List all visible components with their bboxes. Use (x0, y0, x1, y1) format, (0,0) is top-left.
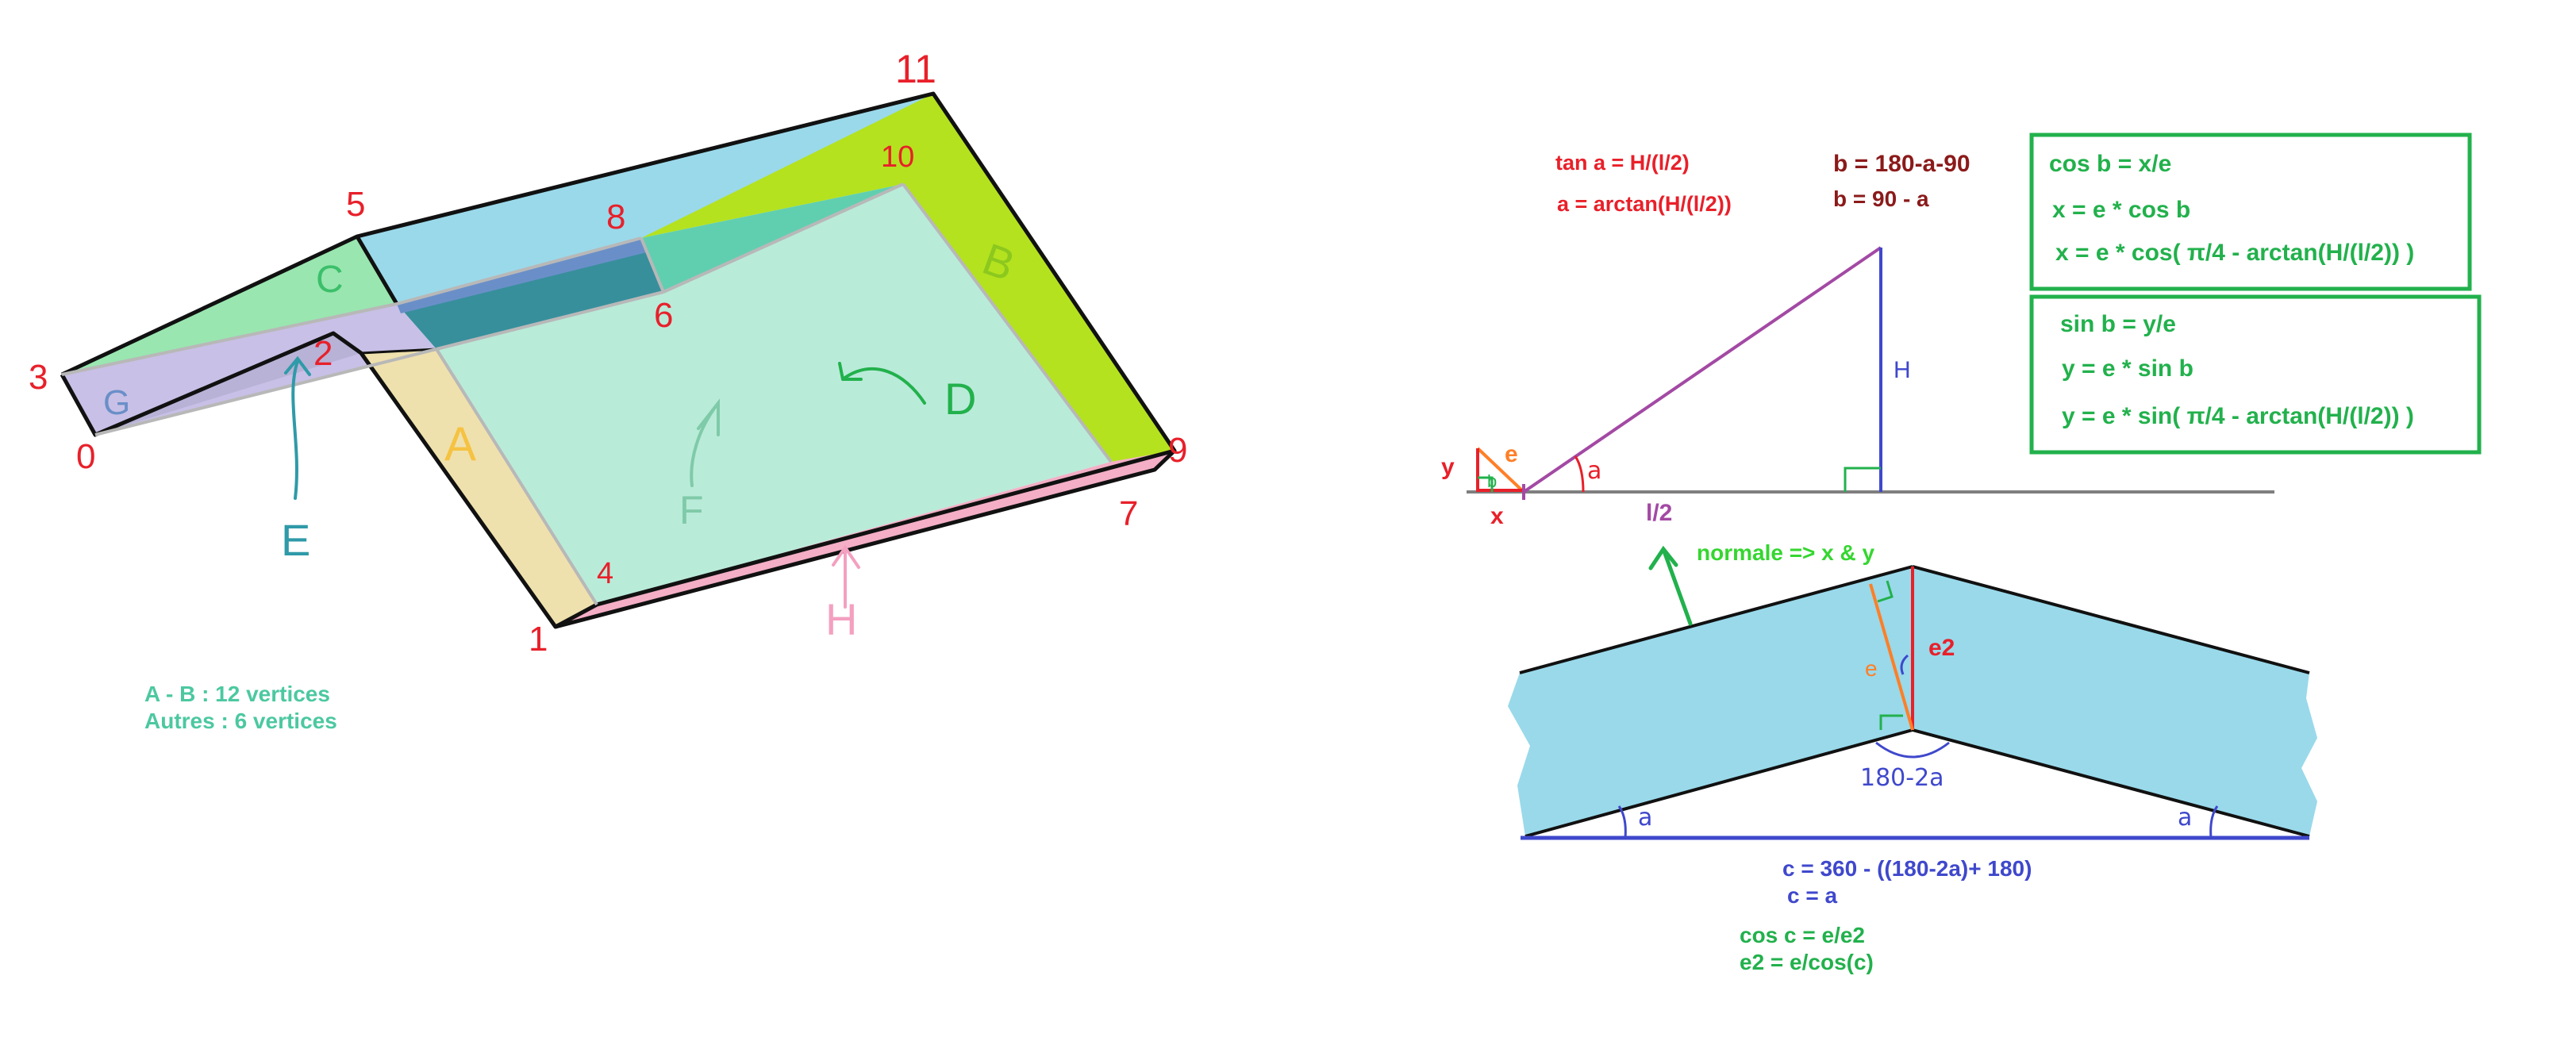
triangle-section: tan a = H/(l/2) a = arctan(H/(l/2)) b = … (1441, 133, 2482, 529)
roof-right-angle (1877, 580, 1894, 603)
vertex-label-9: 9 (1168, 431, 1187, 470)
legend-line-2: Autres : 6 vertices (144, 709, 337, 733)
face-label-g: G (103, 383, 130, 422)
face-h (556, 451, 1175, 627)
arrow-face-d (838, 362, 926, 405)
cos-line-2: x = e * cos b (2052, 197, 2190, 223)
roof-label-e: e (1865, 656, 1878, 681)
angle-a-arc (1574, 455, 1585, 493)
roof-3d-model: 0 1 2 3 4 5 6 7 8 9 10 11 A B C D E F G … (29, 47, 1187, 733)
e-line (1869, 583, 1914, 731)
sin-line-1: sin b = y/e (2060, 311, 2176, 337)
face-label-a: A (444, 417, 476, 471)
vertex-label-6: 6 (654, 296, 673, 335)
face-label-d: D (944, 374, 976, 424)
angle-a-label: a (1587, 457, 1601, 485)
label-y: y (1441, 454, 1455, 480)
small-tri-hyp (1476, 447, 1525, 494)
cos-box (2029, 133, 2472, 291)
normale-arrow (1648, 545, 1693, 626)
label-x: x (1490, 503, 1504, 529)
formula-c1: c = 360 - ((180-2a)+ 180) (1782, 856, 2032, 881)
vertex-label-10: 10 (881, 140, 914, 174)
vertex-label-7: 7 (1119, 494, 1138, 533)
vertex-label-5: 5 (346, 185, 365, 224)
right-angle-mark (1844, 467, 1881, 492)
normale-label: normale => x & y (1697, 540, 1875, 565)
label-half-l: l/2 (1646, 500, 1672, 526)
face-strip-dark (397, 238, 663, 349)
face-label-h: H (825, 594, 857, 644)
small-tri-right-angle (1478, 476, 1494, 492)
arrow-face-h (832, 544, 860, 609)
face-e (95, 333, 361, 435)
arrow-face-e (284, 355, 311, 500)
vertex-label-1: 1 (529, 620, 548, 659)
vertex-label-4: 4 (597, 557, 613, 590)
label-e-small: e (1505, 441, 1518, 467)
roof-section: e e2 180-2a a a normale => x & y c = 360… (1508, 540, 2317, 974)
formula-c2: c = a (1787, 883, 1837, 908)
face-b (641, 94, 1175, 462)
vertex-label-0: 0 (76, 437, 95, 476)
formula-tan: tan a = H/(l/2) (1555, 151, 1690, 175)
roof-label-a-right: a (2178, 804, 2192, 832)
roof-label-angle: 180-2a (1860, 764, 1944, 792)
angle-c-arc (1900, 654, 1909, 675)
vertex-label-3: 3 (29, 358, 48, 397)
apex-angle-arc (1875, 741, 1950, 759)
arrow-face-f (690, 398, 720, 487)
right-angle-arc (2209, 805, 2219, 839)
face-label-e: E (281, 515, 310, 565)
face-label-f: F (679, 488, 704, 532)
formula-b1: b = 180-a-90 (1833, 151, 1970, 177)
formula-cos-c: cos c = e/e2 (1740, 923, 1865, 947)
hypotenuse (1522, 246, 1882, 494)
face-label-c: C (316, 259, 344, 301)
left-angle-arc (1617, 805, 1627, 839)
formula-b2: b = 90 - a (1833, 186, 1929, 211)
legend-line-1: A - B : 12 vertices (144, 682, 330, 706)
sin-box (2029, 294, 2482, 455)
face-top-blue (357, 94, 933, 304)
vertex-label-11: 11 (895, 47, 936, 91)
formula-e2: e2 = e/cos(c) (1740, 950, 1874, 974)
vertex-label-2: 2 (313, 334, 333, 373)
vertex-label-8: 8 (606, 198, 625, 236)
formula-arctan: a = arctan(H/(l/2)) (1557, 192, 1732, 216)
sin-line-2: y = e * sin b (2062, 355, 2193, 382)
face-d (436, 184, 1111, 605)
small-tri-b: b (1487, 471, 1497, 491)
cos-line-3: x = e * cos( π/4 - arctan(H/(l/2)) ) (2055, 240, 2414, 266)
roof-label-a-left: a (1638, 804, 1652, 832)
label-H: H (1894, 357, 1911, 383)
cos-line-1: cos b = x/e (2049, 151, 2171, 177)
face-strip-teal (641, 184, 903, 292)
face-a (361, 349, 597, 627)
roof-label-e2: e2 (1928, 635, 1955, 661)
face-strip-blue (397, 238, 647, 313)
roof-right-angle-2 (1879, 714, 1903, 730)
sin-line-3: y = e * sin( π/4 - arctan(H/(l/2)) ) (2062, 403, 2414, 429)
